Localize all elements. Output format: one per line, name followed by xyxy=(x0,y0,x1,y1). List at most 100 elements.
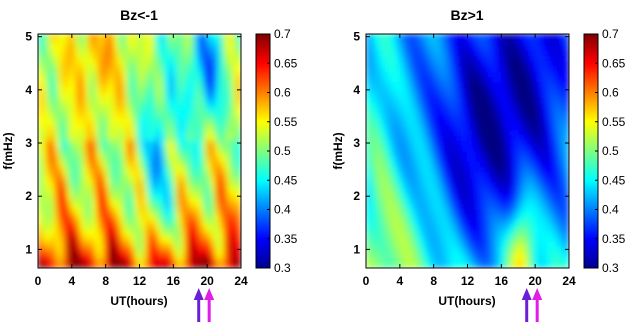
heatmap-cell xyxy=(206,256,212,264)
heatmap-cell xyxy=(232,161,238,168)
heatmap-cell xyxy=(390,235,397,242)
heatmap-cell xyxy=(366,123,371,131)
heatmap-cell xyxy=(88,219,94,226)
heatmap-cell xyxy=(181,240,187,248)
heatmap-cell xyxy=(88,81,94,88)
heatmap-cell xyxy=(172,155,179,163)
heatmap-cell xyxy=(122,102,128,109)
heatmap-cell xyxy=(122,166,128,173)
heatmap-cell xyxy=(505,92,511,99)
heatmap-cell xyxy=(71,113,77,120)
heatmap-cell xyxy=(96,214,102,221)
heatmap-cell xyxy=(555,102,562,109)
heatmap-cell xyxy=(366,251,371,258)
heatmap-cell xyxy=(462,171,468,179)
heatmap-cell xyxy=(67,70,73,78)
heatmap-cell xyxy=(445,86,452,93)
heatmap-cell xyxy=(538,102,545,109)
heatmap-cell xyxy=(227,209,234,216)
heatmap-cell xyxy=(185,246,191,253)
heatmap-cell xyxy=(454,240,460,248)
heatmap-cell xyxy=(143,161,149,168)
heatmap-cell xyxy=(488,92,494,99)
colorbar-tick-label: 0.55 xyxy=(274,115,298,129)
heatmap-cell xyxy=(219,161,225,168)
heatmap-cell xyxy=(492,150,498,157)
heatmap-cell xyxy=(109,60,115,67)
heatmap-cell xyxy=(172,251,179,258)
heatmap-cell xyxy=(223,161,229,168)
heatmap-cell xyxy=(232,76,238,83)
heatmap-cell xyxy=(445,246,452,253)
heatmap-cell xyxy=(219,214,225,221)
heatmap-cell xyxy=(433,251,439,258)
heatmap-cell xyxy=(92,60,98,67)
heatmap-cell xyxy=(215,44,221,51)
heatmap-cell xyxy=(390,60,397,67)
heatmap-cell xyxy=(143,139,149,147)
heatmap-cell xyxy=(543,92,549,99)
heatmap-cell xyxy=(547,155,553,163)
heatmap-cell xyxy=(139,34,145,40)
heatmap-cell xyxy=(96,123,102,131)
heatmap-cell xyxy=(219,118,225,125)
heatmap-cell xyxy=(547,129,553,136)
heatmap-cell xyxy=(433,193,439,200)
heatmap-cell xyxy=(492,166,498,173)
heatmap-cell xyxy=(177,246,183,253)
heatmap-cell xyxy=(164,209,170,216)
heatmap-cell xyxy=(181,81,187,88)
heatmap-cell xyxy=(441,251,447,258)
heatmap-cell xyxy=(513,214,519,221)
heatmap-cell xyxy=(189,171,195,179)
heatmap-cell xyxy=(75,214,81,221)
heatmap-cell xyxy=(139,118,145,125)
heatmap-cell xyxy=(560,118,566,125)
heatmap-cell xyxy=(117,198,124,205)
heatmap-cell xyxy=(505,129,511,136)
heatmap-cell xyxy=(399,230,405,237)
heatmap-cell xyxy=(130,214,136,221)
heatmap-cell xyxy=(71,76,77,83)
heatmap-cell xyxy=(500,219,507,226)
heatmap-cell xyxy=(147,246,153,253)
heatmap-cell xyxy=(437,134,443,141)
heatmap-cell xyxy=(547,224,553,232)
heatmap-cell xyxy=(399,224,405,232)
heatmap-cell xyxy=(551,81,557,88)
colorbar-tick-label: 0.3 xyxy=(602,261,619,275)
heatmap-cell xyxy=(168,150,174,157)
heatmap-cell xyxy=(521,235,528,242)
heatmap-cell xyxy=(437,240,443,248)
heatmap-cell xyxy=(369,235,375,242)
heatmap-cell xyxy=(386,107,392,115)
heatmap-cell xyxy=(88,70,94,78)
heatmap-cell xyxy=(462,76,468,83)
heatmap-cell xyxy=(58,235,64,242)
heatmap-cell xyxy=(50,49,56,56)
heatmap-cell xyxy=(181,145,187,152)
heatmap-cell xyxy=(441,193,447,200)
heatmap-cell xyxy=(437,246,443,253)
heatmap-cell xyxy=(395,182,401,189)
heatmap-cell xyxy=(547,38,553,46)
heatmap-cell xyxy=(445,193,452,200)
heatmap-cell xyxy=(151,230,157,237)
heatmap-cell xyxy=(50,203,56,210)
heatmap-cell xyxy=(454,134,460,141)
heatmap-cell xyxy=(420,49,426,56)
heatmap-cell xyxy=(395,214,401,221)
heatmap-cell xyxy=(513,262,519,268)
heatmap-cell xyxy=(424,65,430,72)
heatmap-cell xyxy=(547,118,553,125)
heatmap-cell xyxy=(155,60,162,67)
heatmap-cell xyxy=(117,240,124,248)
heatmap-cell xyxy=(534,102,540,109)
heatmap-cell xyxy=(62,150,69,157)
heatmap-cell xyxy=(177,65,183,72)
heatmap-cell xyxy=(38,102,43,109)
heatmap-cell xyxy=(454,34,460,40)
heatmap-cell xyxy=(445,65,452,72)
heatmap-cell xyxy=(390,224,397,232)
heatmap-cell xyxy=(41,118,47,125)
